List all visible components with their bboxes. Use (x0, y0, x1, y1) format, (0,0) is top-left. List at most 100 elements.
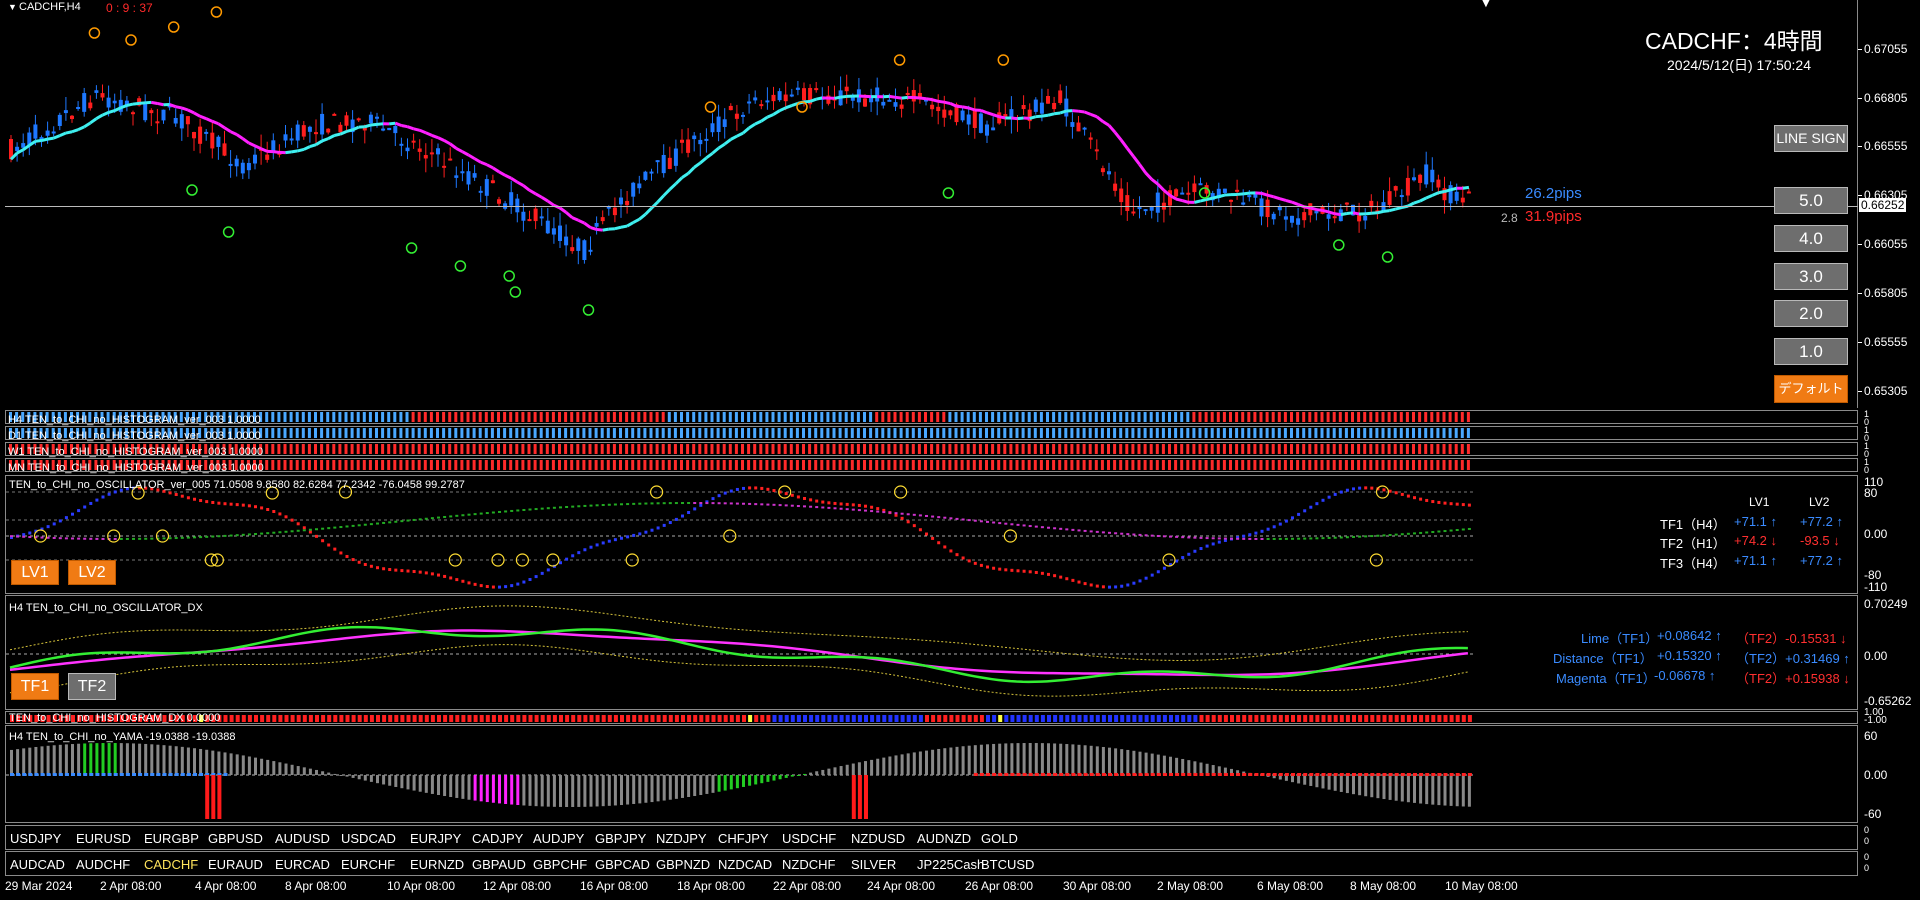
symbol-gbpnzd[interactable]: GBPNZD (656, 857, 711, 872)
symbol-usdjpy[interactable]: USDJPY (10, 831, 62, 846)
oscillator-slow-dot (1126, 533, 1130, 536)
oscillator-dx-panel[interactable]: H4 TEN_to_CHI_no_OSCILLATOR_DX TF1 TF2 L… (5, 595, 1858, 710)
lv2-button[interactable]: LV2 (68, 560, 116, 585)
histogram-bar (448, 428, 452, 438)
symbol-eurgbp[interactable]: EURGBP (144, 831, 199, 846)
histogram-bar (649, 412, 653, 422)
symbol-nzdusd[interactable]: NZDUSD (851, 831, 906, 846)
oscillator-dot (973, 561, 977, 565)
histogram-bar (1204, 460, 1208, 470)
yama-baseline-bar (998, 773, 1003, 776)
symbol-gbpusd[interactable]: GBPUSD (208, 831, 263, 846)
symbol-silver[interactable]: SILVER (851, 857, 897, 872)
oscillator-slow-dot (857, 509, 861, 512)
symbol-eurusd[interactable]: EURUSD (76, 831, 131, 846)
oscillator-slow-dot (1150, 534, 1154, 537)
level-3-button[interactable]: 3.0 (1774, 263, 1848, 290)
oscillator-dot (1248, 533, 1252, 537)
oscillator-slow-dot (906, 513, 910, 516)
histogram-bar (106, 444, 110, 454)
candle-body (991, 127, 996, 131)
tf2-button[interactable]: TF2 (68, 673, 116, 700)
yama-baseline-bar (113, 773, 118, 776)
level-4-button[interactable]: 4.0 (1774, 225, 1848, 252)
symbol-audnzd[interactable]: AUDNZD (917, 831, 972, 846)
tf1-button[interactable]: TF1 (11, 673, 59, 700)
yama-bar (1126, 749, 1130, 775)
time-axis-label: 24 Apr 08:00 (867, 879, 936, 893)
moving-average-segment (1095, 115, 1104, 123)
time-axis-label: 16 Apr 08:00 (580, 879, 649, 893)
level-5-button[interactable]: 5.0 (1774, 187, 1848, 214)
symbol-eurjpy[interactable]: EURJPY (410, 831, 462, 846)
symbol-nzdjpy[interactable]: NZDJPY (656, 831, 707, 846)
symbol-audusd[interactable]: AUDUSD (275, 831, 330, 846)
symbol-usdcad[interactable]: USDCAD (341, 831, 396, 846)
oscillator-dot (1016, 569, 1020, 573)
symbol-audcad[interactable]: AUDCAD (10, 857, 65, 872)
histogram-panel[interactable]: H4 TEN_to_CHI_no_HISTOGRAM_ver_003 1.000… (5, 410, 1858, 474)
candle-body (673, 148, 678, 166)
main-chart[interactable]: ▼ CADCHF,H4 0 : 9 : 37 CADCHF：4時間 2024/5… (5, 0, 1858, 408)
histogram-bar (1113, 428, 1117, 438)
line-sign-button[interactable]: LINE SIGN (1774, 125, 1848, 152)
symbol-gbpchf[interactable]: GBPCHF (533, 857, 588, 872)
symbol-cadjpy[interactable]: CADJPY (472, 831, 524, 846)
symbol-chfjpy[interactable]: CHFJPY (718, 831, 769, 846)
oscillator-slow-dot (394, 520, 398, 523)
oscillator-dot (772, 489, 776, 493)
default-button[interactable]: デフォルト (1774, 375, 1848, 403)
histogram-bar (722, 428, 726, 438)
lv1-button[interactable]: LV1 (11, 560, 59, 585)
candle-body (9, 139, 13, 160)
symbol-btcusd[interactable]: BTCUSD (981, 857, 1035, 872)
oscillator-panel[interactable]: TEN_to_CHI_no_OSCILLATOR_ver_005 71.0508… (5, 475, 1858, 594)
histogram-bar (112, 428, 116, 438)
symbol-gbpjpy[interactable]: GBPJPY (595, 831, 647, 846)
yama-bar (1175, 757, 1179, 775)
symbol-audjpy[interactable]: AUDJPY (533, 831, 585, 846)
histogram-bar (570, 444, 574, 454)
level-1-button[interactable]: 1.0 (1774, 338, 1848, 365)
oscillator-dot (943, 545, 947, 549)
dx-row-name: Lime（TF1） (1581, 631, 1659, 646)
moving-average-segment (486, 163, 494, 170)
symbol-jp225cash[interactable]: JP225Cash (917, 857, 985, 872)
symbol-eurchf[interactable]: EURCHF (341, 857, 396, 872)
level-2-button[interactable]: 2.0 (1774, 300, 1848, 327)
symbol-gbpaud[interactable]: GBPAUD (472, 857, 526, 872)
histogram-bar (1027, 460, 1031, 470)
symbol-nzdchf[interactable]: NZDCHF (782, 857, 836, 872)
histogram-dx-bar (516, 715, 521, 722)
symbol-cadchf[interactable]: CADCHF (144, 857, 199, 872)
histogram-dx-panel[interactable]: TEN_to_CHI_no_HISTOGRAM_DX 0.0000 (5, 711, 1858, 724)
oscillator-dot (1333, 492, 1337, 496)
yama-bar (1089, 745, 1093, 775)
hist-d1-label: D1 TEN_to_CHI_no_HISTOGRAM_ver_003 1.000… (8, 430, 261, 442)
candle-body (856, 89, 861, 103)
moving-average-segment (1206, 196, 1214, 202)
histogram-bar (924, 444, 927, 454)
symbol-gbpcad[interactable]: GBPCAD (595, 857, 650, 872)
symbol-usdchf[interactable]: USDCHF (782, 831, 837, 846)
candle-body (887, 99, 892, 102)
symbol-euraud[interactable]: EURAUD (208, 857, 263, 872)
symbol-gold[interactable]: GOLD (981, 831, 1018, 846)
symbol-eurnzd[interactable]: EURNZD (410, 857, 465, 872)
moving-average-segment (1162, 189, 1171, 197)
symbol-nzdcad[interactable]: NZDCAD (718, 857, 773, 872)
moving-average-segment (1438, 190, 1445, 195)
candle-body (466, 171, 471, 185)
chart-menu-icon[interactable]: ▼ (8, 2, 17, 12)
histogram-bar (70, 444, 73, 454)
oscillator-slow-dot (1230, 537, 1233, 540)
yama-bar (790, 775, 794, 777)
histogram-dx-bar (961, 715, 966, 722)
symbol-audchf[interactable]: AUDCHF (76, 857, 131, 872)
yama-panel[interactable]: H4 TEN_to_CHI_no_YAMA -19.0388 -19.0388 (5, 725, 1858, 823)
yama-bar (235, 754, 239, 775)
histogram-bar (472, 460, 476, 470)
moving-average-segment (1113, 131, 1123, 141)
symbol-eurcad[interactable]: EURCAD (275, 857, 330, 872)
yama-bar (516, 775, 520, 806)
